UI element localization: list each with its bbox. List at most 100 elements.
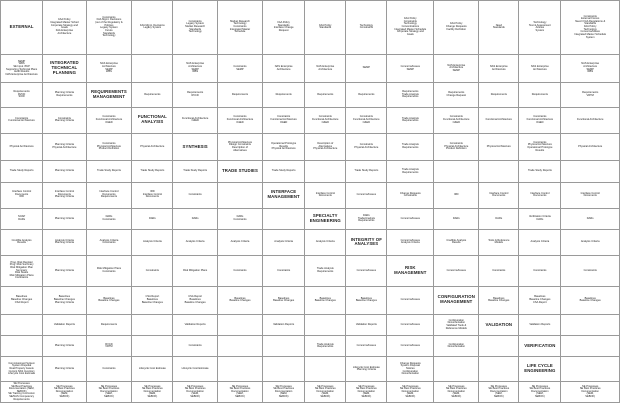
diagonal-cell-itp[interactable]: INTEGRATED TECHNICAL PLANNING [42,53,87,84]
cell-text: Interface Control Documents [562,191,617,198]
cell-line: O&ED [279,120,288,124]
cell-text: Lifecycle Cost Estimate Planning Criteria [347,366,385,372]
diagonal-cell-trade[interactable]: TRADE STUDIES [216,160,264,183]
cell-text: SE Processes SE Best Practices Documentati… [520,385,559,399]
cell-line: Credible Analysis [446,238,467,242]
cell-line: Interface Control [580,191,600,195]
cell-line: Trade Analysis [401,168,419,171]
matrix-cell-r11-c13: Baselines Baseline Changes CSA Report [518,285,562,315]
matrix-cell-r12-c6 [216,313,264,337]
cell-line: Constraints [359,143,373,147]
cell-line: Lifecycle Cost Estimate [8,372,36,376]
diagonal-cell-iface[interactable]: INTERFACE MANAGEMENT [262,181,306,209]
diagonal-cell-risk[interactable]: RISK MANAGEMENT [386,254,435,287]
cell-line: SE Best Practices [11,384,32,388]
cell-line: SEBOK) [59,395,70,399]
cell-line: Baselines [319,296,331,300]
diagonal-cell-lce[interactable]: LIFE CYCLE ENGINEERING [518,356,562,383]
cell-line: Lifecycle Cost Estimate [138,366,166,370]
matrix-cell-r3-c5: Requirements RVCD [172,82,218,108]
cell-text: Description of Alternatives Physical Archi… [306,142,344,151]
cell-line: Requirements [13,397,30,401]
cell-line: Baselines [234,296,246,300]
cell-line: Constraints [188,19,202,23]
cell-line: Planning Criteria [54,143,74,147]
cell-line: Constraints [533,115,547,119]
cell-line: Standards [584,22,597,26]
cell-line: DARs [18,217,25,221]
cell-line: Concerns/Issues [356,192,376,196]
cell-line: Documents [102,192,116,196]
cell-line: Constraints [359,26,373,30]
cell-line: Test & Assessment [528,23,551,27]
diagonal-cell-external[interactable]: EXTERNAL [0,0,44,55]
cell-line: Constraints [102,269,116,273]
cell-line: Concerns/Issues [400,298,420,301]
cell-line: VRTM [105,345,113,349]
matrix-cell-r13-c1 [0,335,44,358]
cell-text: Trade Analysis Requirements [306,268,344,273]
cell-text: Requirements [88,323,131,327]
cell-text: Analysis Criteria Planning Criteria [44,239,84,245]
cell-text: CSA Report Baselines Baseline Changes [174,296,216,304]
matrix-cell-r8-c7 [262,207,306,231]
cell-line: Change Request [446,94,467,98]
cell-line: Constraints [583,268,597,272]
cell-text: Constraints External Forces Need / FAA Reg… [562,15,617,40]
cell-line: Integrated Master Schedule [574,33,607,36]
cell-text: Constraints Functional Architecture O&ED [264,116,303,124]
cell-line: (SEM, [495,392,503,396]
cell-line: Baseline Changes [53,298,75,301]
cell-text: Requirements [520,93,559,97]
matrix-cell-r10-c4: Constraints [131,254,174,287]
cell-line: Baseline Changes [184,300,206,304]
diagonal-label: SYNTHESIS [182,143,208,149]
matrix-cell-r15-c12: SE Processes SE Best Practices Documentati… [478,381,520,403]
cell-text: Baselines Baseline Changes [347,297,385,303]
cell-line: Verification Criteria [528,215,551,219]
diagonal-cell-ver[interactable]: VERIFICATION [518,335,562,358]
cell-line: Concerns/Issues [400,238,420,242]
cell-text: Validation Reports [44,323,84,327]
diagonal-label: REQUIREMENTS MANAGEMENT [91,89,127,100]
matrix-cell-r8-c3: DARs Constraints [85,207,133,231]
cell-line: Documents [492,194,506,198]
cell-text: FAA Policy Standards Interface Change Reque… [264,21,303,33]
diagonal-cell-spec[interactable]: SPECIALTY ENGINEERING [304,207,347,231]
cell-line: SE Best Practices [399,387,421,391]
cell-line: Audit Results [13,70,30,74]
diagonal-cell-val[interactable]: VALIDATION [478,313,520,337]
diagonal-cell-synth[interactable]: SYNTHESIS [172,132,218,162]
cell-line: Constraints [233,25,247,29]
n2-row: Commissioned System System Disposal Real P… [0,356,620,383]
matrix-cell-r1-c9: Technology Constraints [345,0,388,55]
matrix-cell-r12-c7: Validation Reports [262,313,306,337]
cell-line: SEBOK) [493,395,504,399]
matrix-cell-r9-c14: Analysis Criteria [560,229,620,256]
cell-line: Concerns/Issues [400,344,420,348]
n2-row: Physical Architecture Planning Criteria Ph… [0,132,620,162]
cell-text: Analysis Criteria [306,240,344,244]
diagonal-cell-cm[interactable]: CONFIGURATION MANAGEMENT [433,285,480,315]
cell-line: Functional Architecture [353,117,380,121]
diagonal-cell-reqmgmt[interactable]: REQUIREMENTS MANAGEMENT [85,82,133,108]
cell-line: SEMP [362,66,371,70]
diagonal-cell-funcanal[interactable]: FUNCTIONAL ANALYSIS [131,106,174,134]
matrix-cell-r4-c6: Constraints Functional Architecture O&ED [216,106,264,134]
cell-text: Tools & Reference Models [480,238,517,245]
cell-line: Baseline Changes [579,299,601,303]
cell-line: SOAP [18,215,26,219]
matrix-cell-r1-c4: FAA Mgmt. Decisions Legacy System [131,0,174,55]
cell-line: Constraints [102,241,116,245]
matrix-cell-r10-c7: Constraints [262,254,306,287]
cell-line: Prog. Risk Register [10,260,33,264]
cell-line: DARs [536,217,544,221]
cell-text: Functional Architecture [480,118,517,122]
matrix-cell-r5-c1: Physical Architecture [0,132,44,162]
cell-line: IRD [454,192,459,196]
cell-line: Baseline Changes [98,299,120,303]
cell-line: SEBOK) [16,389,27,393]
diagonal-cell-integ[interactable]: INTEGRITY OF ANALYSES [345,229,388,256]
cell-line: WBS [18,62,25,66]
cell-line: Tools & Reference [488,238,510,242]
